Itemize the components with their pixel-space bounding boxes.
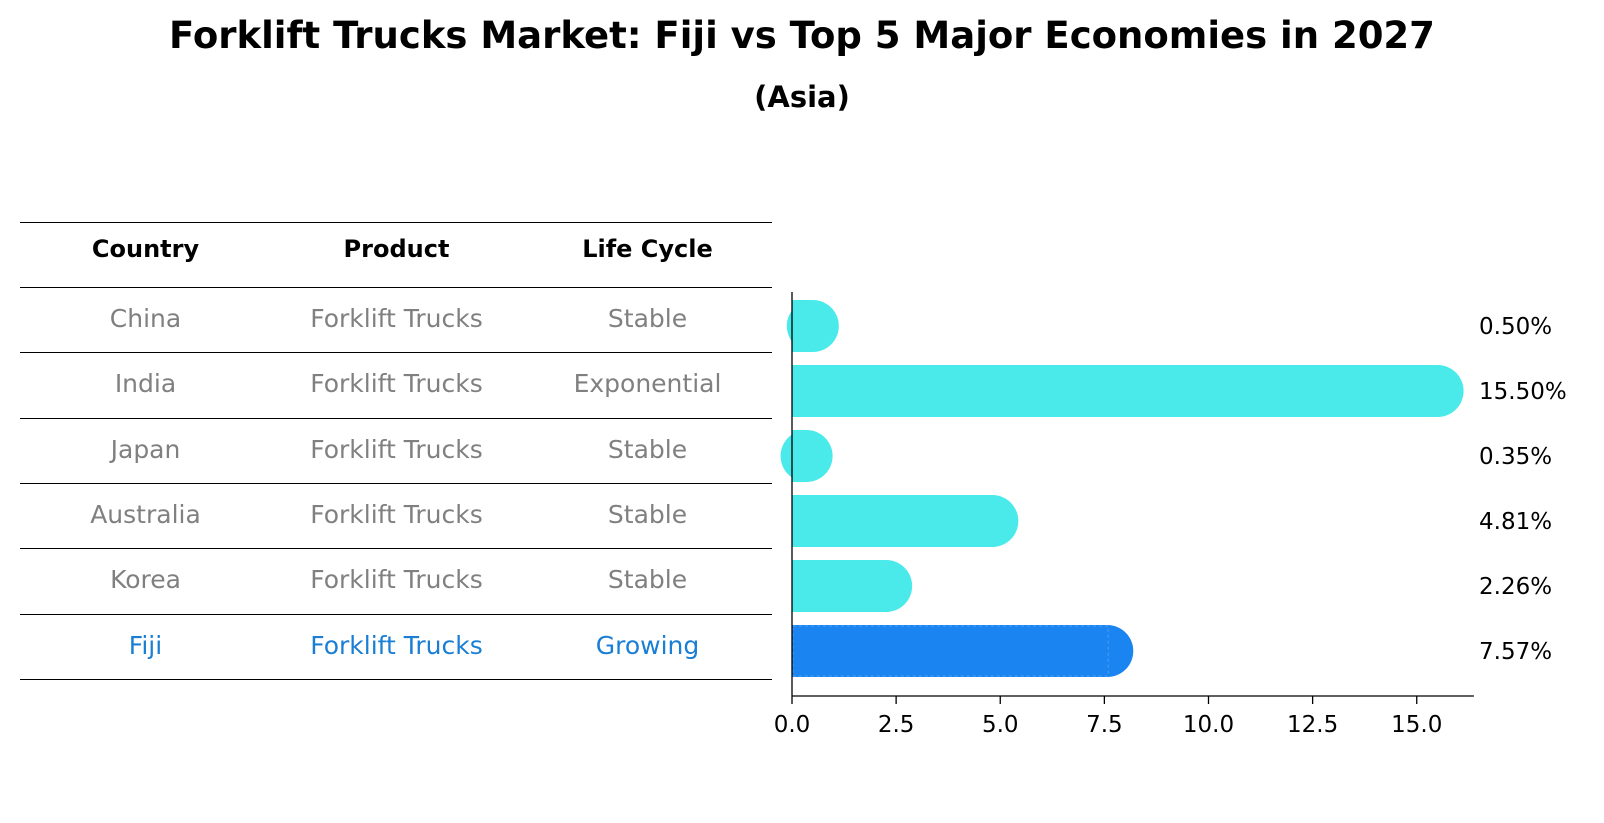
chart-subtitle: (Asia) (754, 80, 850, 114)
bar-cap (1081, 625, 1134, 677)
header-life-cycle: Life Cycle (582, 235, 713, 263)
chart-title: Forklift Trucks Market: Fiji vs Top 5 Ma… (169, 14, 1435, 57)
bar-korea (792, 560, 913, 612)
value-label: 0.35% (1479, 444, 1552, 470)
cell-life-cycle: Stable (607, 499, 688, 529)
cell-product: Forklift Trucks (310, 304, 483, 333)
bar-body (792, 365, 1438, 417)
x-tick-label: 0.0 (774, 712, 811, 738)
cell-country: India (114, 369, 177, 399)
cell-life-cycle: Exponential (573, 369, 722, 399)
bar-body (792, 495, 993, 547)
bar-india (792, 365, 1464, 417)
cell-product: Forklift Trucks (310, 434, 483, 464)
x-tick-label: 10.0 (1183, 712, 1234, 738)
x-tick-label: 2.5 (878, 712, 915, 738)
cell-life-cycle: Stable (607, 304, 688, 333)
bar-china (786, 300, 839, 352)
cell-life-cycle: Stable (607, 565, 688, 595)
bar-cap (780, 430, 833, 482)
table-rule (20, 287, 772, 288)
x-tick-label: 7.5 (1086, 712, 1123, 738)
bar-japan (780, 430, 833, 482)
bar-body (792, 625, 1108, 677)
x-tick-label: 12.5 (1287, 712, 1338, 738)
table-rule (20, 678, 772, 680)
bar-highlight-outline (792, 625, 1110, 677)
bar-fiji (792, 625, 1134, 677)
bar-cap (1411, 365, 1464, 417)
cell-country: Australia (90, 499, 201, 529)
value-label: 0.50% (1479, 314, 1552, 340)
value-label: 7.57% (1479, 639, 1552, 665)
table-rule (20, 548, 772, 550)
x-tick-label: 5.0 (982, 712, 1019, 738)
bar-cap (786, 300, 839, 352)
header-product: Product (343, 235, 450, 263)
cell-country: Japan (110, 434, 181, 464)
bar-australia (792, 495, 1019, 547)
header-country: Country (91, 235, 200, 263)
cell-country: Fiji (128, 630, 163, 660)
table-rule (20, 482, 772, 484)
cell-country: China (109, 304, 182, 333)
cell-product: Forklift Trucks (310, 630, 483, 660)
value-label: 4.81% (1479, 509, 1552, 535)
table-rule (20, 222, 772, 223)
table-rule (20, 352, 772, 354)
bar-cap (860, 560, 913, 612)
table-rule (20, 417, 772, 419)
value-label: 15.50% (1479, 379, 1567, 405)
cell-product: Forklift Trucks (310, 565, 483, 595)
cell-life-cycle: Growing (595, 630, 700, 660)
value-label: 2.26% (1479, 574, 1552, 600)
cell-product: Forklift Trucks (310, 499, 483, 529)
cell-life-cycle: Stable (607, 434, 688, 464)
cell-product: Forklift Trucks (310, 369, 483, 399)
cell-country: Korea (110, 565, 181, 595)
table-rule (20, 613, 772, 615)
bar-cap (966, 495, 1019, 547)
x-tick-label: 15.0 (1391, 712, 1442, 738)
